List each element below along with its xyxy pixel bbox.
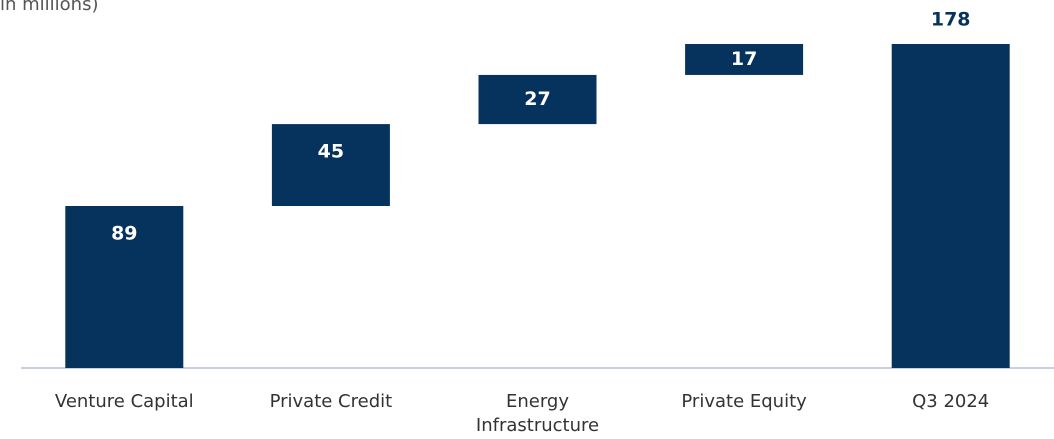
x-tick-label: Private Equity — [681, 391, 807, 412]
bar — [891, 44, 1010, 368]
x-tick-label: Private Credit — [269, 391, 393, 412]
value-label: 45 — [318, 141, 344, 163]
bar — [65, 206, 184, 368]
value-label: 17 — [731, 48, 757, 70]
x-tick-label: Q3 2024 — [912, 391, 990, 412]
value-label: 27 — [524, 88, 550, 110]
bar — [685, 44, 804, 75]
x-tick-label: Venture Capital — [54, 391, 194, 412]
x-tick-label: Energy Infrastructure — [475, 391, 600, 436]
value-label: 178 — [931, 9, 971, 31]
bar — [271, 124, 390, 206]
bar — [478, 74, 597, 125]
chart-subtitle: in millions) — [0, 0, 99, 15]
value-label: 89 — [111, 223, 137, 245]
